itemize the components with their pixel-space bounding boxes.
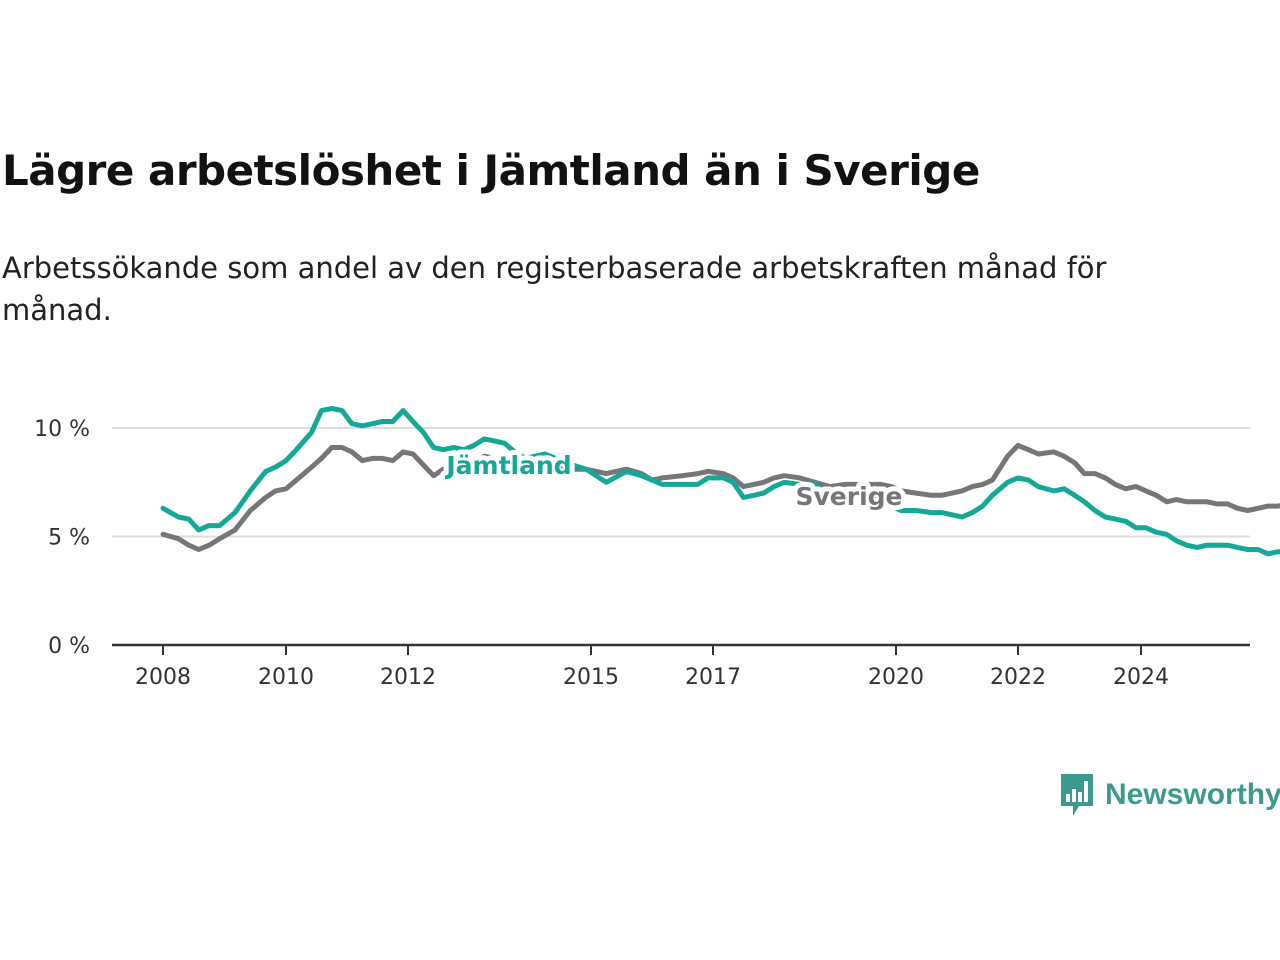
- x-tick-label: 2015: [563, 665, 619, 690]
- y-tick-label: 0 %: [48, 634, 90, 659]
- label-layer: JämtlandSverige4,6 %7,1 %: [444, 451, 1280, 581]
- series-label-sverige: Sverige: [795, 482, 902, 511]
- brand-name: Newsworthy: [1105, 778, 1280, 812]
- x-tick-label: 2008: [135, 665, 191, 690]
- bar-chart-speech-bubble-icon: [1059, 772, 1095, 818]
- y-tick-label: 5 %: [48, 526, 90, 551]
- x-tick-label: 2010: [258, 665, 314, 690]
- x-tick-label: 2024: [1113, 665, 1169, 690]
- x-tick-label: 2017: [685, 665, 741, 690]
- x-tick-label: 2020: [868, 665, 924, 690]
- y-tick-label: 10 %: [34, 417, 90, 442]
- line-chart: 0 % 5 % 10 % 2008 2010 2012 2015 2017 2020 2022 20…: [0, 0, 1280, 720]
- series-label-jamtland: Jämtland: [444, 451, 571, 480]
- x-tick-label: 2022: [990, 665, 1046, 690]
- newsworthy-logo[interactable]: Newsworthy: [1059, 772, 1280, 818]
- series-line-sverige: [163, 445, 1280, 549]
- x-tick-label: 2012: [380, 665, 436, 690]
- line-layer: [163, 409, 1280, 554]
